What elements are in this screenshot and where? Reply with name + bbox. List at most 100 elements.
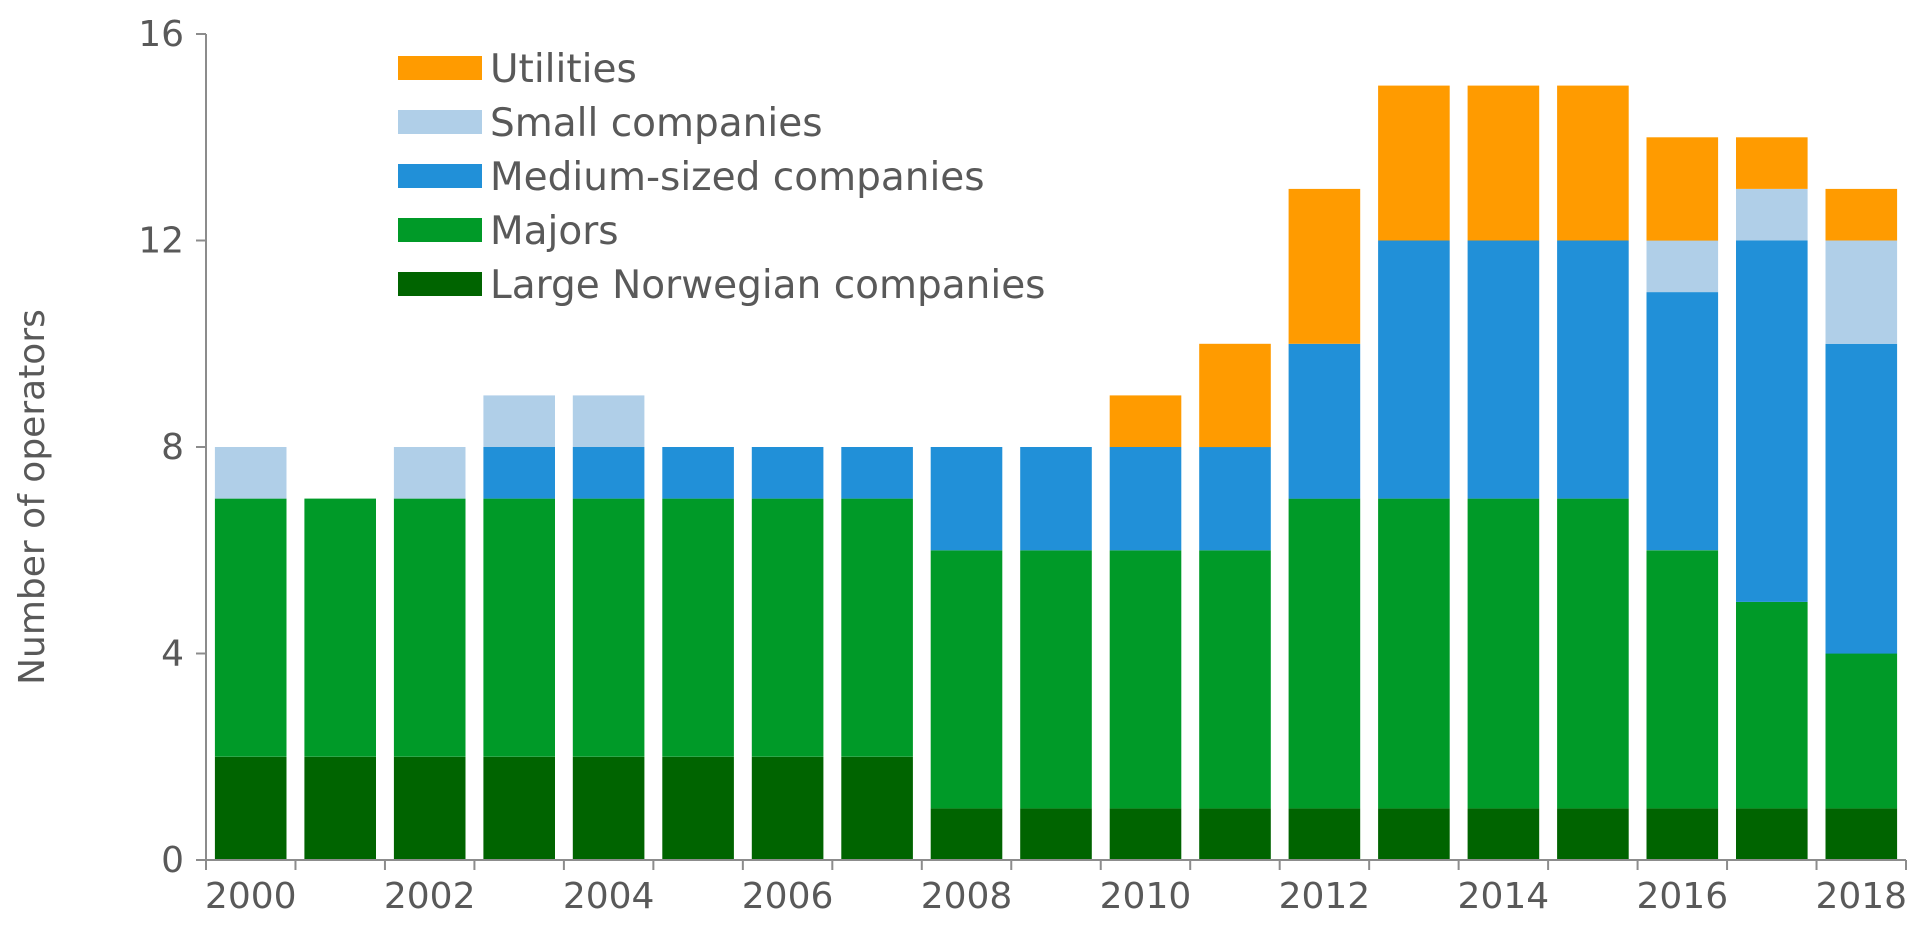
legend-label-large-norwegian-companies: Large Norwegian companies — [490, 263, 1046, 308]
bar-segment-2017-majors — [1736, 601, 1808, 809]
bar-segment-2011-large-norwegian-companies — [1199, 808, 1271, 860]
bar-segment-2015-large-norwegian-companies — [1557, 808, 1629, 860]
legend-label-utilities: Utilities — [490, 47, 637, 92]
bar-segment-2011-utilities — [1199, 343, 1271, 448]
bar-segment-2011-majors — [1199, 550, 1271, 809]
x-tick-label: 2008 — [921, 876, 1013, 917]
bar-segment-2006-large-norwegian-companies — [751, 756, 824, 861]
x-tick-label: 2010 — [1100, 876, 1192, 917]
bar-segment-2000-large-norwegian-companies — [214, 756, 287, 861]
bar-segment-2018-medium-sized-companies — [1825, 343, 1898, 654]
x-tick-label: 2000 — [205, 876, 297, 917]
y-tick-label: 4 — [161, 634, 184, 675]
bar-segment-2018-large-norwegian-companies — [1825, 808, 1898, 860]
bar-segment-2008-majors — [930, 550, 1003, 809]
x-tick-label: 2016 — [1637, 876, 1729, 917]
bar-segment-2012-large-norwegian-companies — [1288, 808, 1361, 860]
bar-segment-2000-small-companies — [214, 447, 287, 499]
bar-segment-2009-large-norwegian-companies — [1020, 808, 1092, 860]
bar-segment-2004-majors — [572, 498, 645, 757]
y-tick-label: 12 — [138, 221, 184, 262]
bar-segment-2009-majors — [1020, 550, 1092, 809]
bar-segment-2004-small-companies — [572, 395, 645, 447]
bar-segment-2015-majors — [1557, 498, 1629, 809]
x-tick-label: 2004 — [563, 876, 655, 917]
legend-swatch-majors — [398, 218, 482, 242]
bar-segment-2012-utilities — [1288, 188, 1361, 344]
bar-segment-2008-medium-sized-companies — [930, 447, 1003, 551]
bar-segment-2010-utilities — [1109, 395, 1182, 447]
x-tick-label: 2002 — [384, 876, 476, 917]
legend-label-medium-sized-companies: Medium-sized companies — [490, 155, 985, 200]
y-tick-label: 8 — [161, 427, 184, 468]
bar-segment-2001-majors — [304, 498, 376, 757]
bar-segment-2007-large-norwegian-companies — [841, 756, 913, 861]
x-tick-label: 2014 — [1458, 876, 1550, 917]
bar-segment-2010-majors — [1109, 550, 1182, 809]
bar-segment-2018-small-companies — [1825, 240, 1898, 344]
legend-swatch-medium-sized-companies — [398, 164, 482, 188]
bar-segment-2013-large-norwegian-companies — [1378, 808, 1450, 860]
x-tick-label: 2018 — [1815, 876, 1907, 917]
bar-segment-2006-majors — [751, 498, 824, 757]
bar-segment-2014-majors — [1467, 498, 1540, 809]
bar-segment-2009-medium-sized-companies — [1020, 447, 1092, 551]
bar-segment-2016-majors — [1646, 550, 1719, 809]
y-tick-label: 0 — [161, 840, 184, 881]
legend: Utilities Small companies Medium-sized com… — [398, 47, 1046, 308]
bar-segment-2016-small-companies — [1646, 240, 1719, 293]
bar-segment-2018-utilities — [1825, 188, 1898, 241]
bar-segment-2003-large-norwegian-companies — [483, 756, 555, 861]
bar-segment-2012-medium-sized-companies — [1288, 343, 1361, 499]
bar-segment-2016-medium-sized-companies — [1646, 292, 1719, 551]
bar-segment-2002-majors — [393, 498, 466, 757]
bar-segment-2017-medium-sized-companies — [1736, 240, 1808, 602]
bar-segment-2016-utilities — [1646, 137, 1719, 241]
bar-segment-2014-medium-sized-companies — [1467, 240, 1540, 499]
bar-segment-2016-large-norwegian-companies — [1646, 808, 1719, 860]
bar-segment-2012-majors — [1288, 498, 1361, 809]
axes-layer: 0 4 8 12 16 2000 2002 2004 2006 2008 2010 2012 2014 2… — [138, 14, 1907, 917]
bar-segment-2011-medium-sized-companies — [1199, 447, 1271, 551]
y-axis-title: Number of operators — [12, 309, 53, 685]
y-tick-label: 16 — [138, 14, 184, 55]
bar-segment-2018-majors — [1825, 653, 1898, 809]
bar-segment-2014-large-norwegian-companies — [1467, 808, 1540, 860]
bar-segment-2013-majors — [1378, 498, 1450, 809]
bar-segment-2004-large-norwegian-companies — [572, 756, 645, 861]
bar-segment-2010-medium-sized-companies — [1109, 447, 1182, 551]
legend-swatch-utilities — [398, 56, 482, 80]
bar-segment-2005-medium-sized-companies — [662, 447, 734, 499]
bar-segment-2015-medium-sized-companies — [1557, 240, 1629, 499]
bar-segment-2017-utilities — [1736, 137, 1808, 189]
bar-segment-2008-large-norwegian-companies — [930, 808, 1003, 860]
bar-segment-2002-large-norwegian-companies — [393, 756, 466, 861]
bar-segment-2003-majors — [483, 498, 555, 757]
bar-segment-2006-medium-sized-companies — [751, 447, 824, 499]
legend-label-small-companies: Small companies — [490, 101, 823, 146]
bar-segment-2014-utilities — [1467, 85, 1540, 241]
bar-segment-2005-majors — [662, 498, 734, 757]
bar-segment-2003-medium-sized-companies — [483, 447, 555, 499]
bar-segment-2017-large-norwegian-companies — [1736, 808, 1808, 860]
legend-swatch-small-companies — [398, 110, 482, 134]
bars-layer — [214, 85, 1898, 861]
bar-segment-2015-utilities — [1557, 85, 1629, 241]
bar-segment-2000-majors — [214, 498, 287, 757]
bar-segment-2007-majors — [841, 498, 913, 757]
x-tick-label: 2006 — [742, 876, 834, 917]
bar-segment-2013-medium-sized-companies — [1378, 240, 1450, 499]
bar-segment-2004-medium-sized-companies — [572, 447, 645, 499]
bar-segment-2013-utilities — [1378, 85, 1450, 241]
bar-segment-2017-small-companies — [1736, 188, 1808, 241]
bar-segment-2003-small-companies — [483, 395, 555, 447]
legend-swatch-large-norwegian-companies — [398, 272, 482, 296]
bar-segment-2010-large-norwegian-companies — [1109, 808, 1182, 860]
bar-segment-2002-small-companies — [393, 447, 466, 499]
x-tick-label: 2012 — [1279, 876, 1371, 917]
bar-segment-2001-large-norwegian-companies — [304, 756, 376, 861]
bar-segment-2005-large-norwegian-companies — [662, 756, 734, 861]
legend-label-majors: Majors — [490, 209, 619, 254]
